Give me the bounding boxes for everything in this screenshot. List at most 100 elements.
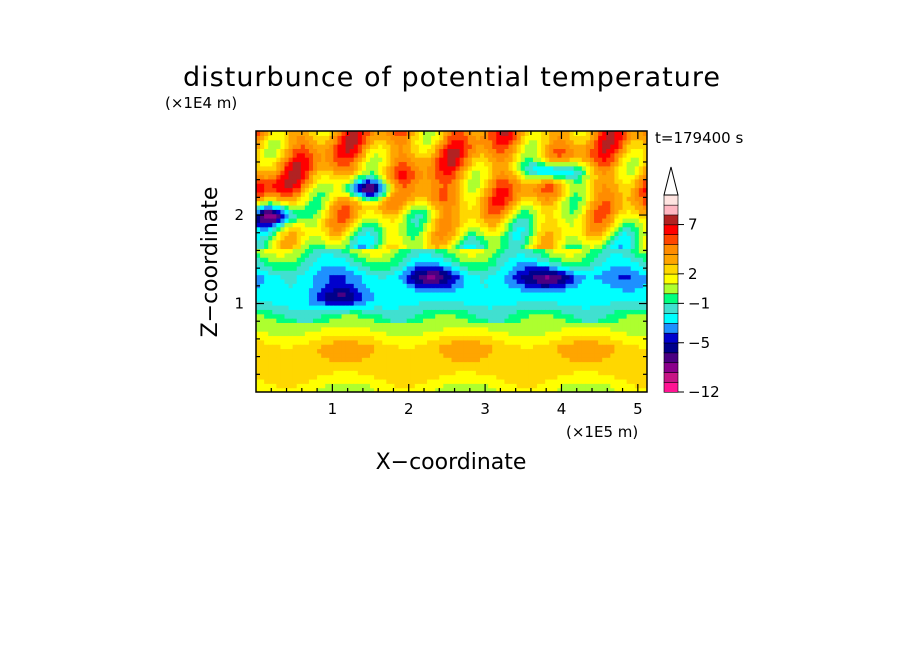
field-cell [406, 374, 412, 380]
field-cell [581, 152, 587, 158]
field-cell [585, 222, 591, 228]
field-cell [337, 244, 343, 250]
field-cell [573, 313, 579, 319]
field-cell [256, 378, 261, 384]
field-cell [313, 161, 318, 167]
field-cell [308, 313, 314, 319]
field-cell [589, 331, 595, 337]
field-cell [418, 361, 424, 367]
field-cell [475, 374, 481, 380]
field-cell [304, 187, 310, 193]
field-cell [345, 144, 351, 149]
field-cell [333, 357, 339, 363]
field-cell [573, 387, 579, 392]
field-cell [459, 226, 465, 232]
field-cell [541, 274, 546, 280]
field-cell [414, 352, 420, 358]
field-cell [520, 213, 526, 219]
field-cell [524, 352, 530, 358]
field-cell [577, 226, 583, 232]
field-cell [549, 313, 554, 319]
field-cell [292, 291, 298, 297]
field-cell [435, 196, 440, 202]
field-cell [532, 235, 538, 241]
field-cell [541, 322, 546, 328]
field-cell [280, 135, 286, 141]
field-cell [422, 287, 428, 293]
field-cell [500, 296, 506, 302]
field-cell [549, 305, 554, 310]
field-cell [471, 274, 477, 280]
field-cell [280, 226, 286, 232]
field-cell [475, 170, 481, 176]
field-cell [504, 183, 510, 189]
field-cell [284, 378, 290, 384]
field-cell [475, 322, 481, 328]
field-cell [402, 148, 408, 154]
field-cell [325, 291, 330, 297]
field-cell [427, 135, 432, 141]
field-cell [585, 378, 591, 384]
field-cell [524, 157, 530, 163]
field-cell [370, 222, 375, 228]
field-cell [308, 300, 314, 306]
field-cell [557, 278, 563, 284]
field-cell [353, 270, 359, 276]
field-cell [524, 331, 530, 337]
field-cell [439, 278, 444, 284]
field-cell [321, 331, 326, 337]
field-cell [418, 178, 424, 184]
field-cell [308, 309, 314, 315]
field-cell [475, 270, 481, 276]
field-cell [500, 196, 506, 202]
field-cell [382, 283, 387, 289]
field-cell [325, 231, 330, 236]
field-cell [516, 139, 522, 145]
field-cell [272, 365, 277, 371]
field-cell [308, 187, 314, 193]
field-cell [561, 283, 567, 289]
field-cell [557, 183, 563, 189]
field-cell [459, 270, 465, 276]
field-cell [561, 365, 567, 371]
field-cell [304, 278, 310, 284]
field-cell [300, 274, 306, 280]
field-cell [443, 244, 449, 250]
field-cell [406, 170, 412, 176]
field-cell [410, 213, 416, 219]
field-cell [284, 178, 290, 184]
field-cell [463, 305, 469, 310]
field-cell [439, 139, 444, 145]
field-cell [370, 370, 375, 376]
field-cell [349, 331, 355, 337]
field-cell [422, 352, 428, 358]
field-cell [561, 213, 567, 219]
field-cell [541, 348, 546, 354]
field-cell [585, 226, 591, 232]
field-cell [545, 183, 550, 189]
field-cell [569, 352, 575, 358]
field-cell [585, 152, 591, 158]
field-cell [317, 257, 322, 263]
field-cell [308, 252, 314, 258]
field-cell [292, 257, 298, 263]
field-cell [516, 361, 522, 367]
field-cell [471, 135, 477, 141]
field-cell [561, 187, 567, 193]
field-cell [357, 209, 363, 215]
field-cell [512, 257, 518, 263]
field-cell [333, 178, 339, 184]
field-cell [422, 357, 428, 363]
field-cell [435, 183, 440, 189]
field-cell [480, 200, 485, 206]
field-cell [459, 135, 465, 141]
field-cell [325, 352, 330, 358]
field-cell [541, 335, 546, 341]
field-cell [431, 252, 436, 258]
field-cell [471, 383, 477, 389]
field-cell [516, 187, 522, 193]
field-cell [280, 183, 286, 189]
field-cell [451, 170, 457, 176]
field-cell [402, 326, 408, 332]
field-cell [260, 252, 265, 258]
